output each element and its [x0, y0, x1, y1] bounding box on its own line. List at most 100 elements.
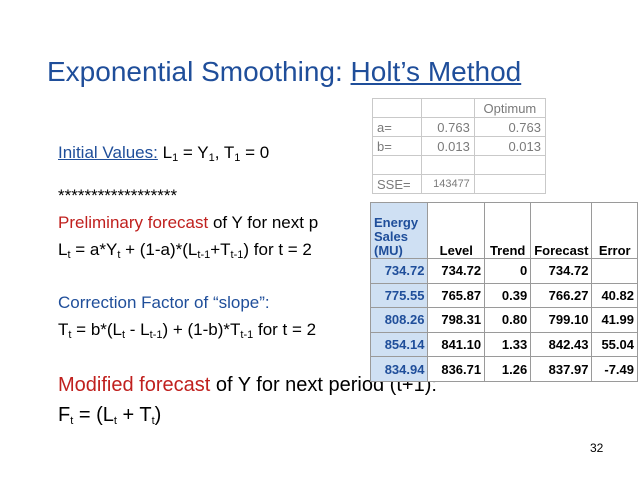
- error-cell: 41.99: [591, 307, 638, 333]
- title-main: Exponential Smoothing:: [47, 56, 351, 87]
- tf-p3: - L: [125, 320, 150, 339]
- level-formula: Lt = a*Yt + (1-a)*(Lt-1+Tt-1) for t = 2: [58, 240, 312, 261]
- optimum-value: 0.763: [473, 117, 547, 137]
- error-cell: 55.04: [591, 331, 638, 358]
- optimum-value: 0.013: [421, 136, 475, 156]
- optimum-empty-cell: [473, 155, 547, 175]
- initial-t-sub: 1: [234, 152, 241, 164]
- table-row: 834.94 836.71 1.26 837.97 -7.49: [369, 356, 638, 382]
- trend-cell: 0.39: [484, 282, 532, 309]
- table-row: 808.26 798.31 0.80 799.10 41.99: [369, 307, 638, 333]
- col-header-energy-sales: Energy Sales (MU): [369, 202, 429, 259]
- slide-title: Exponential Smoothing: Holt’s Method: [47, 56, 521, 88]
- col-header-forecast: Forecast: [530, 202, 593, 259]
- lf-s3: t-1: [197, 249, 211, 261]
- tf-p5: for t = 2: [253, 320, 317, 339]
- trend-cell: 0.80: [484, 307, 532, 333]
- tf-p2: = b*(L: [71, 320, 123, 339]
- trend-formula: Tt = b*(Lt - Lt-1) + (1-b)*Tt-1 for t = …: [58, 320, 317, 341]
- preliminary-rest: of Y for next p: [208, 213, 319, 232]
- table-row: 734.72 734.72 0 734.72: [369, 258, 638, 284]
- tf-p4: ) + (1-b)*T: [162, 320, 241, 339]
- level-cell: 734.72: [427, 258, 486, 284]
- tf-p1: T: [58, 320, 69, 339]
- optimum-row: b= 0.013 0.013: [371, 136, 547, 156]
- energy-sales-cell: 808.26: [369, 307, 429, 333]
- initial-values-label: Initial Values:: [58, 143, 158, 162]
- sse-value: 143477: [421, 174, 475, 194]
- optimum-value: 0.013: [473, 136, 547, 156]
- ff-s1: t: [70, 415, 74, 427]
- optimum-empty-cell: [421, 98, 475, 118]
- ff-p3: + T: [116, 404, 152, 426]
- table-row: 775.55 765.87 0.39 766.27 40.82: [369, 282, 638, 309]
- trend-cell: 1.33: [484, 331, 532, 358]
- sales-table: Energy Sales (MU) Level Trend Forecast E…: [369, 202, 638, 382]
- forecast-formula: Ft = (Lt + Tt): [58, 404, 161, 427]
- ff-p1: F: [58, 404, 71, 426]
- trend-cell: 1.26: [484, 356, 532, 382]
- stars-line: ******************: [58, 186, 178, 205]
- tf-s4: t-1: [240, 329, 254, 341]
- col-header-trend: Trend: [484, 202, 532, 259]
- preliminary-label: Preliminary forecast: [58, 213, 209, 232]
- ff-s3: t: [151, 415, 155, 427]
- tf-s1: t: [68, 329, 72, 341]
- optimum-blank-row: [371, 155, 547, 175]
- optimum-sse-row: SSE= 143477: [371, 174, 547, 194]
- optimum-empty-cell: [371, 155, 423, 175]
- sales-header-row: Energy Sales (MU) Level Trend Forecast E…: [369, 202, 638, 259]
- page-number: 32: [590, 441, 604, 455]
- level-cell: 841.10: [427, 331, 486, 358]
- correction-label: Correction Factor of “slope”:: [58, 293, 270, 312]
- ff-p2: = (L: [73, 404, 114, 426]
- lf-p2: = a*Y: [70, 240, 118, 259]
- optimum-table: Optimum a= 0.763 0.763 b= 0.013 0.013 SS…: [371, 98, 547, 194]
- optimum-empty-cell: [473, 174, 547, 194]
- forecast-cell: 837.97: [530, 356, 593, 382]
- initial-y-sub: 1: [208, 152, 215, 164]
- lf-p4: +T: [210, 240, 231, 259]
- optimum-label: a=: [371, 117, 423, 137]
- lf-s4: t-1: [230, 249, 244, 261]
- lf-p5: ) for t = 2: [243, 240, 312, 259]
- ff-s2: t: [113, 415, 117, 427]
- lf-p3: + (1-a)*(L: [120, 240, 198, 259]
- optimum-label: b=: [371, 136, 423, 156]
- level-cell: 765.87: [427, 282, 486, 309]
- forecast-cell: 766.27: [530, 282, 593, 309]
- forecast-cell: 799.10: [530, 307, 593, 333]
- error-cell: -7.49: [591, 356, 638, 382]
- initial-l-sub: 1: [172, 152, 179, 164]
- lf-s2: t: [117, 249, 121, 261]
- tf-s2: t: [122, 329, 126, 341]
- error-cell: 40.82: [591, 282, 638, 309]
- error-cell: [591, 258, 638, 284]
- initial-values-line: Initial Values: L1 = Y1, T1 = 0: [58, 143, 269, 164]
- ff-p4: ): [154, 404, 162, 426]
- forecast-cell: 734.72: [530, 258, 593, 284]
- optimum-empty-cell: [371, 98, 423, 118]
- table-row: 854.14 841.10 1.33 842.43 55.04: [369, 331, 638, 358]
- level-cell: 798.31: [427, 307, 486, 333]
- lf-p1: L: [58, 240, 68, 259]
- modified-label: Modified forecast: [58, 374, 211, 396]
- lf-s1: t: [67, 249, 71, 261]
- energy-sales-cell: 834.94: [369, 356, 429, 382]
- optimum-empty-cell: [421, 155, 475, 175]
- title-underlined: Holt’s Method: [350, 56, 522, 87]
- preliminary-line: Preliminary forecast of Y for next p: [58, 213, 318, 233]
- col-header-level: Level: [427, 202, 486, 259]
- col-header-error: Error: [591, 202, 638, 259]
- optimum-value: 0.763: [421, 117, 475, 137]
- initial-sep: , T: [214, 143, 235, 162]
- energy-sales-cell: 734.72: [369, 258, 429, 284]
- initial-l: L: [162, 143, 173, 162]
- energy-sales-cell: 775.55: [369, 282, 429, 309]
- optimum-header-row: Optimum: [371, 98, 547, 118]
- optimum-row: a= 0.763 0.763: [371, 117, 547, 137]
- trend-cell: 0: [484, 258, 532, 284]
- energy-sales-cell: 854.14: [369, 331, 429, 358]
- initial-eq1: = Y: [178, 143, 209, 162]
- sse-label: SSE=: [371, 174, 423, 194]
